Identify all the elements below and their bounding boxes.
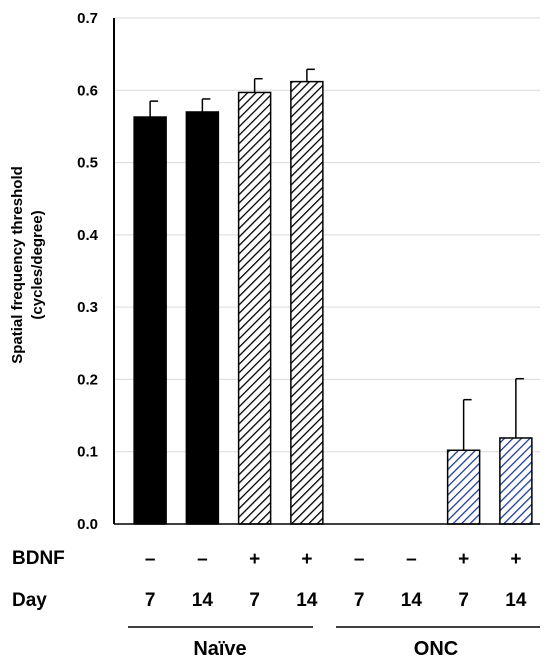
day-value-label: 7 [249,590,260,611]
bdnf-row-label: BDNF [12,548,65,569]
y-axis-ticks: 0.0 0.1 0.2 0.3 0.4 0.5 0.6 0.7 [77,10,99,533]
y-tick-label: 0.7 [77,10,98,27]
y-tick-label: 0.0 [77,516,98,533]
y-tick-label: 0.1 [77,444,98,461]
day-value-label: 14 [296,590,318,611]
day-value-label: 14 [505,590,527,611]
bdnf-value-label: + [249,549,260,570]
bdnf-value-label: + [458,549,469,570]
y-tick-label: 0.2 [77,371,98,388]
gridlines [114,17,540,453]
bdnf-value-label: + [301,549,312,570]
day-value-label: 7 [458,590,469,611]
bar-nave-3 [290,80,324,525]
y-axis-title: Spatial frequency threshold [9,166,26,364]
bdnf-value-label: – [406,549,417,570]
day-value-label: 14 [192,590,214,611]
bdnf-value-label: + [510,549,521,570]
y-tick-label: 0.4 [77,227,99,244]
bdnf-value-label: – [197,549,208,570]
bar-onc-6 [446,449,481,525]
bars [133,80,533,525]
error-bars [149,68,524,451]
group-label-onc: ONC [414,638,458,660]
bar-onc-7 [499,437,533,525]
y-tick-label: 0.3 [77,299,98,316]
group-label-naive: Naïve [193,638,246,660]
bdnf-value-label: – [145,549,156,570]
x-category-labels: – 7 – 14 +7 +14 – 7 – 14 +7 +14 [145,549,527,611]
y-axis-unit: (cycles/degree) [29,210,46,319]
day-value-label: 14 [401,590,423,611]
bar-nave-0 [133,116,167,525]
bdnf-value-label: – [354,549,365,570]
y-tick-label: 0.6 [77,82,98,99]
day-row-label: Day [12,590,47,611]
bar-nave-2 [237,91,272,525]
y-tick-label: 0.5 [77,155,98,172]
day-value-label: 7 [145,590,156,611]
day-value-label: 7 [354,590,365,611]
bar-nave-1 [185,111,220,525]
